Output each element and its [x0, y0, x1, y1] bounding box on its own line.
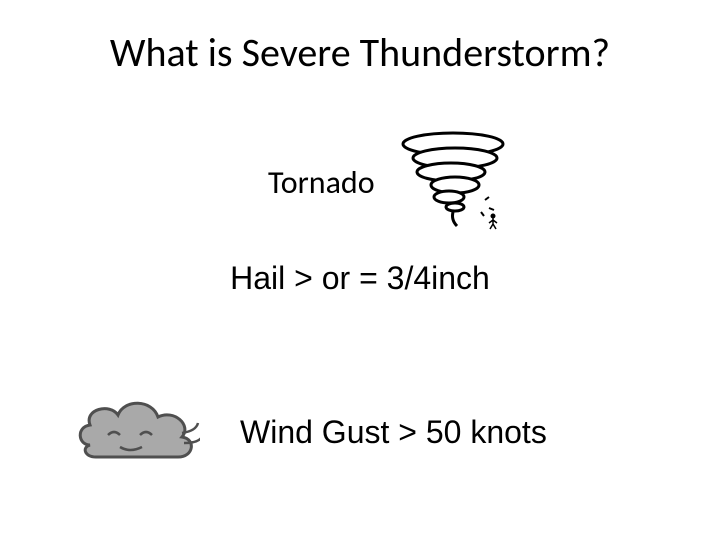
hail-label: Hail > or = 3/4inch: [230, 260, 490, 297]
wind-label: Wind Gust > 50 knots: [240, 414, 547, 451]
slide-title: What is Severe Thunderstorm?: [0, 28, 720, 77]
hail-row: Hail > or = 3/4inch: [0, 260, 720, 297]
wind-row: Wind Gust > 50 knots: [70, 385, 547, 480]
slide: What is Severe Thunderstorm? Tornado Hai: [0, 0, 720, 540]
tornado-row: Tornado: [268, 130, 513, 235]
tornado-icon: [393, 130, 513, 235]
cloud-icon: [70, 385, 200, 480]
tornado-label: Tornado: [268, 163, 375, 202]
